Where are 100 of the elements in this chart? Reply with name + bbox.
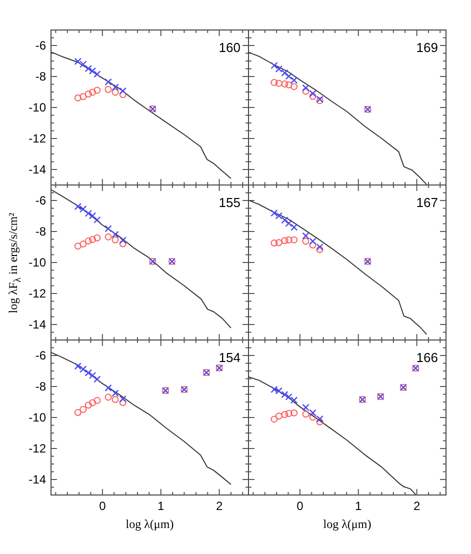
- point: [84, 237, 92, 244]
- point: [281, 69, 288, 77]
- point: [309, 238, 316, 245]
- point: [84, 90, 92, 98]
- annotation: 167: [416, 195, 438, 210]
- point: [112, 236, 119, 244]
- point: [302, 238, 310, 245]
- annotation: 169: [416, 40, 438, 55]
- annotation: 155: [218, 195, 240, 210]
- y-tick-label: -12: [28, 132, 46, 146]
- point: [316, 243, 324, 251]
- point: [290, 224, 298, 231]
- point: [316, 418, 324, 426]
- y-tick-label: -10: [28, 256, 46, 270]
- point: [302, 84, 310, 92]
- y-tick-label: -14: [28, 472, 46, 486]
- point: [285, 410, 292, 417]
- point: [88, 236, 96, 244]
- point: [88, 399, 96, 406]
- point: [309, 409, 316, 416]
- y-tick-label: -14: [28, 318, 46, 332]
- point: [94, 216, 101, 224]
- point: [270, 79, 278, 86]
- point: [281, 237, 288, 244]
- y-tick-label: -8: [35, 224, 46, 238]
- point: [112, 396, 119, 404]
- point: [74, 94, 82, 102]
- point: [285, 236, 292, 244]
- point: [112, 88, 119, 96]
- point: [88, 212, 96, 220]
- y-tick-label: -10: [28, 410, 46, 424]
- point: [302, 404, 310, 412]
- point: [302, 410, 310, 418]
- point: [270, 416, 278, 423]
- line-series: [51, 52, 232, 179]
- y-tick-label: -12: [28, 442, 46, 456]
- point: [74, 242, 82, 250]
- point: [281, 390, 288, 398]
- y-tick-label: -10: [28, 100, 46, 114]
- point: [119, 87, 126, 95]
- annotation: 160: [218, 40, 240, 55]
- point: [302, 232, 310, 240]
- x-tick-label: 2: [413, 499, 420, 513]
- point: [270, 239, 278, 246]
- x-tick-label: 0: [296, 499, 304, 513]
- y-tick-label: -6: [35, 348, 46, 362]
- point: [104, 86, 112, 94]
- point: [316, 246, 324, 253]
- point: [94, 70, 101, 78]
- y-tick-label: -6: [35, 194, 46, 208]
- point: [281, 216, 288, 224]
- point: [275, 65, 282, 73]
- point: [281, 80, 288, 88]
- point: [104, 384, 112, 392]
- point: [88, 88, 96, 96]
- y-tick-label: -14: [28, 162, 46, 176]
- x-tick-label: 0: [99, 499, 106, 513]
- point: [290, 76, 298, 84]
- point: [84, 402, 92, 409]
- x-axis-title: log λ(μm): [126, 517, 174, 531]
- point: [112, 84, 119, 91]
- point: [290, 83, 298, 90]
- point: [316, 415, 324, 422]
- point: [104, 233, 112, 240]
- point: [80, 93, 87, 100]
- y-tick-label: -8: [35, 70, 46, 84]
- point: [275, 412, 282, 420]
- point: [119, 398, 126, 406]
- point: [104, 225, 112, 232]
- point: [119, 395, 126, 402]
- point: [285, 393, 292, 400]
- point: [309, 90, 316, 98]
- x-tick-label: 2: [216, 499, 223, 513]
- point: [80, 240, 87, 248]
- point: [290, 236, 298, 244]
- point: [84, 369, 92, 376]
- point: [94, 86, 101, 94]
- point: [290, 409, 298, 416]
- point: [80, 406, 87, 413]
- point: [88, 67, 96, 75]
- y-tick-label: -8: [35, 380, 46, 394]
- point: [285, 72, 292, 80]
- point: [270, 62, 278, 70]
- point: [309, 241, 316, 248]
- point: [88, 372, 96, 380]
- point: [119, 240, 126, 248]
- point: [94, 396, 101, 404]
- x-axis-title: log λ(μm): [323, 517, 372, 531]
- point: [275, 239, 282, 246]
- point: [74, 409, 82, 416]
- point: [309, 92, 316, 100]
- point: [94, 376, 101, 383]
- point: [112, 230, 119, 238]
- y-tick-label: -6: [35, 38, 46, 52]
- point: [302, 88, 310, 95]
- point: [104, 78, 112, 86]
- point: [290, 396, 298, 404]
- y-tick-label: -12: [28, 286, 46, 300]
- point: [285, 220, 292, 227]
- point: [309, 414, 316, 421]
